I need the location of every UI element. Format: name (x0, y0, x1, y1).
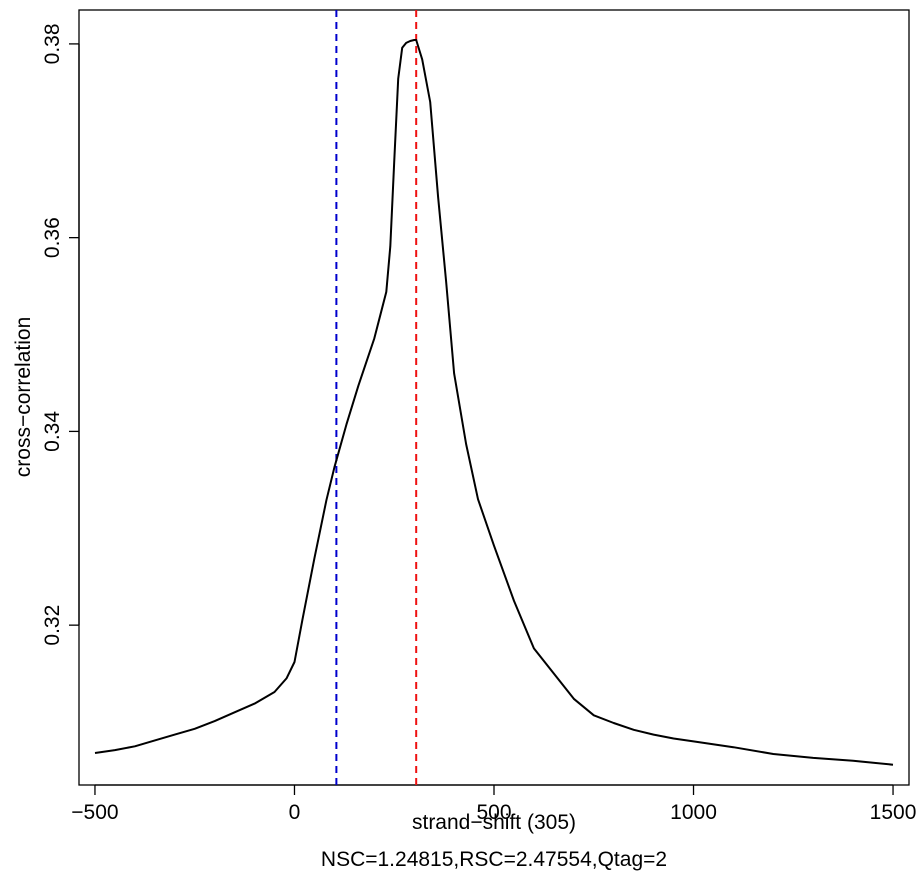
x-axis: −500 0 500 1000 1500 (71, 784, 917, 824)
x-tick-label: 500 (476, 801, 511, 824)
plot-frame (78, 9, 910, 786)
chart-subtitle: NSC=1.24815,RSC=2.47554,Qtag=2 (321, 848, 667, 871)
reference-lines (335, 10, 418, 785)
y-tick-label: 0.38 (41, 23, 64, 64)
series-line (94, 39, 894, 766)
x-axis-label: strand−shift (305) (412, 811, 576, 834)
series-layer (94, 39, 894, 766)
x-tick-label: 1000 (670, 801, 717, 824)
y-tick-label: 0.34 (41, 411, 64, 452)
y-axis-label: cross−correlation (12, 317, 35, 477)
y-tick-label: 0.32 (41, 605, 64, 646)
y-axis: 0.32 0.34 0.36 0.38 (41, 23, 80, 646)
y-tick-label: 0.36 (41, 217, 64, 258)
x-tick-label: 0 (289, 801, 301, 824)
x-tick-label: 1500 (870, 801, 917, 824)
x-tick-label: −500 (71, 801, 118, 824)
